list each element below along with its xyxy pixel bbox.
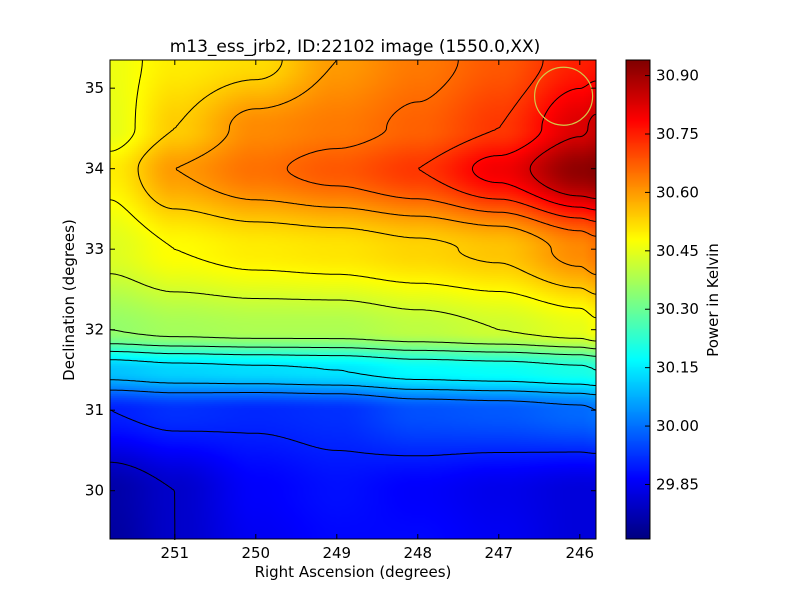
x-tick-label: 246 — [565, 544, 594, 562]
x-tick-label: 247 — [484, 544, 513, 562]
x-axis-ticks: 251 250 249 248 247 246 — [160, 60, 594, 562]
colorbar-tick-label: 30.15 — [656, 359, 699, 377]
contour-line-8 — [109, 273, 597, 342]
colorbar-tick-label: 30.30 — [656, 300, 699, 318]
contour-lines — [109, 59, 597, 540]
colorbar-gradient — [626, 60, 650, 539]
colorbar-tick-label: 30.90 — [656, 67, 699, 85]
contour-line-12 — [286, 59, 597, 237]
contour-line-10 — [137, 59, 597, 295]
contour-line-5 — [110, 350, 597, 371]
plot-area — [109, 59, 597, 540]
x-tick-label: 250 — [241, 544, 270, 562]
contour-line-13 — [418, 59, 597, 222]
colorbar-tick-label: 30.45 — [656, 242, 699, 260]
source-marker-circle — [533, 66, 594, 126]
contour-line-4 — [110, 359, 596, 386]
colorbar-frame — [625, 59, 651, 540]
chart-title: m13_ess_jrb2, ID:22102 image (1550.0,XX) — [170, 37, 541, 57]
x-tick-label: 251 — [160, 544, 189, 562]
heatmap-image — [110, 60, 596, 539]
plot-frame — [109, 59, 597, 540]
contour-line-14 — [471, 80, 597, 211]
marker-layer — [533, 66, 594, 126]
x-tick-label: 249 — [322, 544, 351, 562]
x-axis-label: Right Ascension (degrees) — [255, 563, 452, 581]
contour-line-9 — [109, 60, 597, 319]
contour-line-6 — [110, 343, 596, 357]
y-tick-label: 31 — [85, 401, 104, 419]
y-tick-label: 35 — [85, 79, 104, 97]
contour-line-3 — [110, 379, 596, 396]
colorbar-label: Power in Kelvin — [704, 243, 722, 357]
contour-line-2 — [110, 389, 597, 411]
colorbar: 29.85 30.00 30.15 30.30 30.45 30.60 30.75 30.90… — [625, 59, 722, 540]
y-axis-label: Declination (degrees) — [60, 219, 78, 381]
contour-line-11 — [175, 59, 597, 275]
x-tick-label: 248 — [403, 544, 432, 562]
y-axis-ticks: 30 31 32 33 34 35 — [85, 79, 596, 500]
y-tick-label: 34 — [85, 160, 104, 178]
colorbar-tick-label: 30.00 — [656, 417, 699, 435]
y-tick-label: 33 — [85, 240, 104, 258]
colorbar-tick-label: 30.75 — [656, 125, 699, 143]
contour-line-15 — [529, 113, 597, 199]
colorbar-tick-label: 30.60 — [656, 183, 699, 201]
colorbar-tick-label: 29.85 — [656, 475, 699, 493]
y-tick-label: 30 — [85, 482, 104, 500]
contour-line-0 — [110, 461, 176, 540]
y-tick-label: 32 — [85, 321, 104, 339]
colorbar-ticks: 29.85 30.00 30.15 30.30 30.45 30.60 30.75 30.90 — [645, 67, 699, 493]
